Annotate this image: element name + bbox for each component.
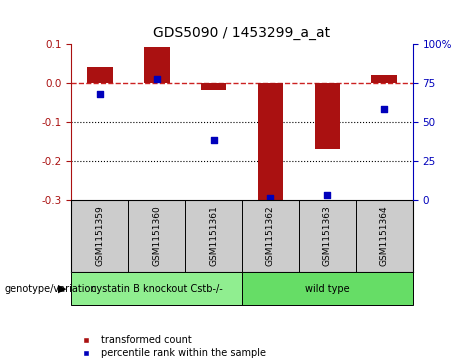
Legend: transformed count, percentile rank within the sample: transformed count, percentile rank withi… — [77, 335, 266, 358]
Point — [210, 138, 217, 143]
Text: wild type: wild type — [305, 284, 349, 294]
Text: genotype/variation: genotype/variation — [5, 284, 97, 294]
Text: GSM1151360: GSM1151360 — [152, 205, 161, 266]
Text: GSM1151359: GSM1151359 — [95, 205, 104, 266]
Text: GSM1151362: GSM1151362 — [266, 205, 275, 266]
Text: ▶: ▶ — [58, 284, 66, 294]
Bar — [201, 82, 226, 90]
Bar — [87, 67, 112, 82]
Bar — [242, 272, 413, 305]
Bar — [372, 75, 397, 82]
Text: GSM1151363: GSM1151363 — [323, 205, 332, 266]
Text: GSM1151364: GSM1151364 — [380, 205, 389, 266]
Title: GDS5090 / 1453299_a_at: GDS5090 / 1453299_a_at — [154, 26, 331, 40]
Text: GSM1151361: GSM1151361 — [209, 205, 218, 266]
Bar — [71, 272, 242, 305]
Bar — [144, 48, 170, 82]
Point — [153, 77, 160, 82]
Point — [267, 195, 274, 201]
Text: cystatin B knockout Cstb-/-: cystatin B knockout Cstb-/- — [91, 284, 223, 294]
Point — [96, 91, 104, 97]
Point — [380, 106, 388, 112]
Bar — [314, 82, 340, 149]
Point — [324, 192, 331, 198]
Bar — [258, 82, 283, 200]
